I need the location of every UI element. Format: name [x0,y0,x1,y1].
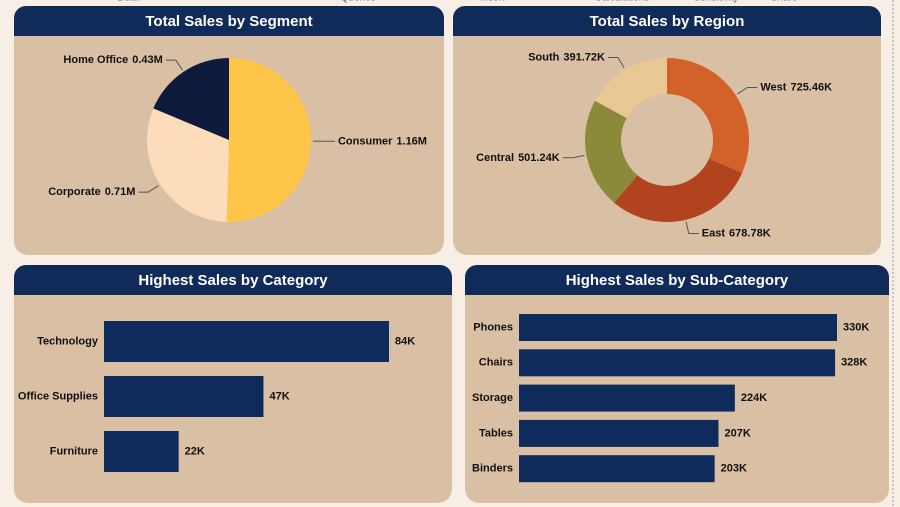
slice-category: Consumer [338,135,393,147]
leader-line [165,59,183,71]
bar [104,321,389,362]
category-label: Chairs [479,357,513,369]
leader-line [737,86,758,95]
slice [667,58,749,173]
bar [519,455,715,483]
slice-category: East [702,227,726,239]
slice-label: South 391.72K [528,51,605,63]
bar [104,431,179,472]
panel-header-base [14,281,452,295]
leader-line [562,155,585,159]
bar [519,314,837,341]
slice-value: 725.46K [790,81,832,93]
bar [104,376,264,417]
category-label: Office Supplies [18,390,98,402]
slice-label: Corporate 0.71M [48,186,135,198]
category-label: Phones [473,321,513,333]
ribbon-tab: Data [117,0,139,4]
panel-header-base [465,281,889,295]
leader-line [607,56,625,69]
value-label: 207K [724,427,750,439]
bar [519,384,735,412]
bar [519,419,719,447]
slice-value: 1.16M [396,135,427,147]
leader-line [138,185,159,193]
slice [226,58,311,223]
slice-value: 501.24K [518,152,560,164]
bar [519,349,836,377]
slice-category: Home Office [63,54,128,66]
slice-category: South [528,51,559,63]
category-label: Furniture [50,445,98,457]
category-label: Binders [472,463,513,475]
slice [153,58,229,140]
slice [595,58,667,118]
slice-value: 391.72K [563,51,605,63]
category-label: Technology [37,335,99,347]
slice [147,108,229,222]
slice-category: Corporate [48,186,101,198]
panel [453,6,881,255]
ribbon-tab: Share [771,0,798,4]
value-label: 47K [269,390,289,402]
value-label: 328K [841,357,867,369]
slice-label: East 678.78K [702,227,771,239]
panel-header-base [14,22,444,36]
slice [585,100,638,203]
category-label: Storage [472,392,513,404]
slice-label: West 725.46K [760,81,832,93]
ribbon-tab: Sensitivity [693,0,738,4]
value-label: 22K [185,445,205,457]
panel-title: Total Sales by Region [590,13,745,30]
slice [614,158,743,222]
panel-title: Highest Sales by Sub-Category [566,272,789,289]
slice-value: 0.43M [132,54,163,66]
category-label: Tables [479,427,513,439]
slice-category: Central [476,152,514,164]
ribbon-tab: Insert [479,0,504,4]
slice-label: Consumer 1.16M [338,135,427,147]
value-label: 224K [741,392,767,404]
slice-label: Home Office 0.43M [63,54,162,66]
value-label: 84K [395,335,415,347]
slice-label: Central 501.24K [476,152,560,164]
slice-category: West [760,81,786,93]
ribbon-tab: Calculations [595,0,649,4]
ribbon-tab: Queries [340,0,375,4]
panel-header-base [453,22,881,36]
slice-value: 0.71M [105,186,136,198]
slice-value: 678.78K [729,227,771,239]
panel-title: Total Sales by Segment [145,13,312,30]
leader-line [685,221,699,234]
value-label: 203K [721,463,747,475]
panel-title: Highest Sales by Category [138,272,328,289]
value-label: 330K [843,321,869,333]
